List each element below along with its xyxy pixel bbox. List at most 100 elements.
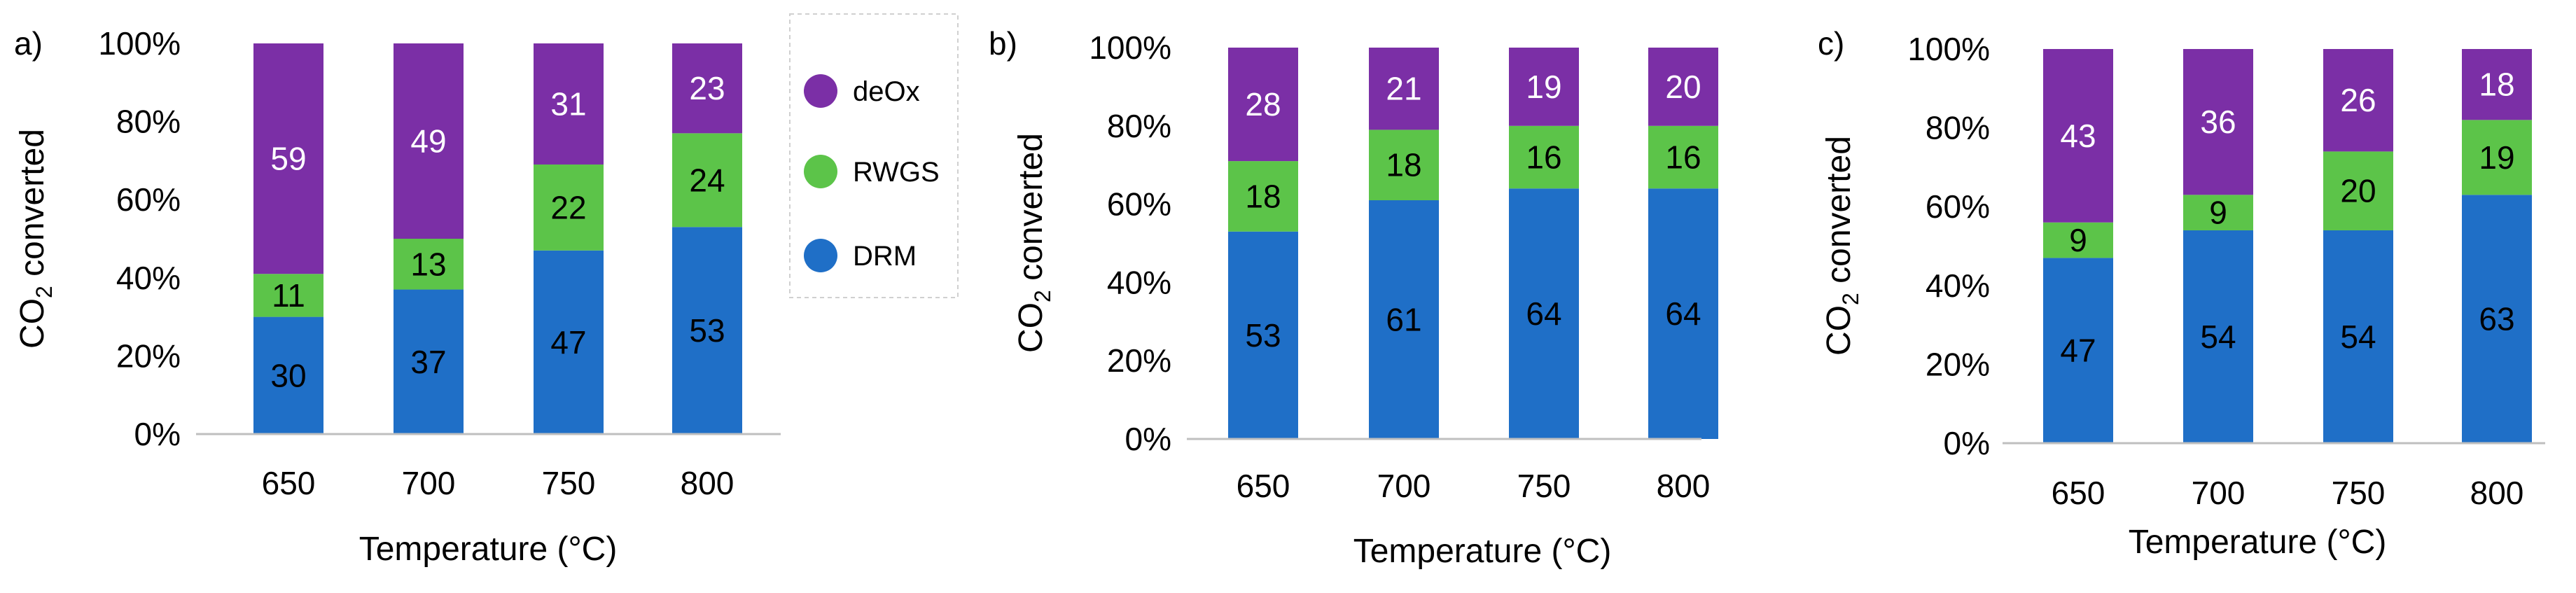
bar-drm-700 xyxy=(394,289,464,434)
data-label-deox-650: 59 xyxy=(270,141,306,177)
legend-marker-deox xyxy=(804,74,837,108)
y-tick-label: 0% xyxy=(134,416,181,452)
data-label-deox-650: 28 xyxy=(1245,86,1281,123)
bar-deox-650 xyxy=(2043,49,2113,223)
bar-deox-750 xyxy=(1509,48,1579,126)
data-label-deox-700: 49 xyxy=(410,123,446,160)
bar-deox-800 xyxy=(672,43,742,134)
x-tick-label: 650 xyxy=(262,465,316,501)
bar-drm-700 xyxy=(1369,200,1439,439)
data-label-rwgs-750: 22 xyxy=(550,189,586,225)
legend-label-deox: deOx xyxy=(853,76,920,107)
y-tick-label: 60% xyxy=(1107,186,1171,223)
y-tick-label: 20% xyxy=(116,337,181,374)
bar-rwgs-700 xyxy=(394,239,464,290)
legend-box xyxy=(789,13,959,298)
bar-rwgs-750 xyxy=(1509,125,1579,189)
bar-rwgs-750 xyxy=(534,164,604,251)
chart-panel-1: a) 0% 20% 40% 60% 80% 100% CO2 converted 30 11 59 6… xyxy=(14,25,781,568)
data-label-rwgs-800: 16 xyxy=(1665,139,1701,176)
data-label-rwgs-800: 19 xyxy=(2479,139,2514,176)
data-label-deox-800: 18 xyxy=(2479,67,2514,103)
bar-deox-800 xyxy=(2462,49,2532,120)
legend-label-drm: DRM xyxy=(853,241,917,272)
data-label-rwgs-800: 24 xyxy=(689,162,725,198)
bar-drm-750 xyxy=(534,250,604,434)
x-tick-label: 750 xyxy=(1517,468,1571,504)
bar-rwgs-650 xyxy=(2043,222,2113,258)
data-label-deox-750: 26 xyxy=(2340,82,2376,118)
data-label-deox-700: 36 xyxy=(2200,104,2236,140)
panel-label: a) xyxy=(14,25,43,62)
bar-drm-650 xyxy=(253,316,323,434)
bar-drm-800 xyxy=(672,227,742,434)
y-tick-label: 40% xyxy=(116,260,181,296)
y-tick-label: 80% xyxy=(116,104,181,140)
bar-drm-750 xyxy=(1509,188,1579,439)
x-tick-label: 750 xyxy=(542,465,596,501)
bar-rwgs-800 xyxy=(2462,120,2532,195)
y-tick-label: 80% xyxy=(1107,108,1171,144)
bar-rwgs-700 xyxy=(1369,130,1439,201)
y-tick-label: 0% xyxy=(1944,425,1990,461)
chart-panel-2: b) 0% 20% 40% 60% 80% 100% CO2 converted 53 18 28 6… xyxy=(989,25,1718,570)
data-label-rwgs-700: 13 xyxy=(410,246,446,282)
panel-label: c) xyxy=(1818,25,1844,62)
panel-label: b) xyxy=(989,25,1017,62)
x-axis-label: Temperature (°C) xyxy=(1353,533,1612,570)
data-label-drm-750: 54 xyxy=(2340,319,2376,355)
bar-drm-700 xyxy=(2183,230,2253,443)
data-label-rwgs-750: 16 xyxy=(1526,139,1561,176)
data-label-rwgs-700: 9 xyxy=(2209,195,2227,231)
data-label-deox-700: 21 xyxy=(1386,71,1421,107)
x-tick-label: 700 xyxy=(402,465,456,501)
data-label-drm-800: 53 xyxy=(689,312,725,349)
x-tick-label: 800 xyxy=(2470,475,2524,511)
chart-panel-3: c) 0% 20% 40% 60% 80% 100% CO2 converted 47 9 43 65… xyxy=(1818,25,2545,561)
x-tick-label: 700 xyxy=(1377,468,1431,504)
y-tick-label: 0% xyxy=(1125,421,1171,457)
y-tick-label: 60% xyxy=(1926,188,1990,225)
data-label-rwgs-650: 9 xyxy=(2069,222,2087,258)
x-tick-label: 650 xyxy=(2052,475,2105,511)
bar-drm-800 xyxy=(2462,195,2532,443)
y-axis-label: CO2 converted xyxy=(1820,136,1863,356)
y-axis-label: CO2 converted xyxy=(14,129,57,349)
data-label-drm-800: 64 xyxy=(1665,295,1701,332)
y-tick-label: 20% xyxy=(1107,342,1171,379)
legend-label-rwgs: RWGS xyxy=(853,157,940,188)
legend-marker-rwgs xyxy=(804,155,837,188)
y-tick-label: 100% xyxy=(1089,29,1171,66)
bar-rwgs-650 xyxy=(1228,161,1298,232)
data-label-drm-750: 64 xyxy=(1526,295,1561,332)
data-label-drm-800: 63 xyxy=(2479,301,2514,337)
data-label-deox-650: 43 xyxy=(2060,118,2096,154)
y-axis-label: CO2 converted xyxy=(1012,133,1055,353)
y-tick-label: 60% xyxy=(116,181,181,218)
bar-deox-800 xyxy=(1648,48,1718,126)
data-label-deox-750: 19 xyxy=(1526,69,1561,105)
bar-rwgs-800 xyxy=(1648,125,1718,189)
bar-drm-650 xyxy=(1228,231,1298,439)
bar-deox-700 xyxy=(1369,48,1439,130)
bar-deox-750 xyxy=(2323,49,2393,152)
data-label-drm-650: 47 xyxy=(2060,333,2096,369)
data-label-drm-700: 61 xyxy=(1386,302,1421,338)
bar-deox-650 xyxy=(253,43,323,274)
bar-deox-700 xyxy=(394,43,464,239)
y-tick-label: 100% xyxy=(1907,31,1990,67)
data-label-drm-750: 47 xyxy=(550,324,586,361)
data-label-deox-800: 20 xyxy=(1665,69,1701,105)
data-label-rwgs-650: 11 xyxy=(272,277,305,314)
bar-deox-650 xyxy=(1228,48,1298,162)
x-tick-label: 800 xyxy=(1657,468,1711,504)
bar-deox-700 xyxy=(2183,49,2253,195)
bar-drm-650 xyxy=(2043,258,2113,443)
bar-rwgs-700 xyxy=(2183,195,2253,230)
x-tick-label: 750 xyxy=(2332,475,2386,511)
legend-marker-drm xyxy=(804,239,837,272)
y-tick-label: 40% xyxy=(1926,267,1990,304)
y-tick-label: 40% xyxy=(1107,264,1171,300)
y-tick-label: 80% xyxy=(1926,110,1990,146)
